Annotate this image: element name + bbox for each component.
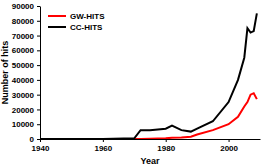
y-tick-label: 10000: [12, 120, 35, 129]
y-tick: 30000: [12, 91, 40, 100]
legend-label: CC-HITS: [70, 23, 103, 32]
series-line: [40, 13, 257, 139]
x-tick: 1980: [157, 139, 175, 153]
legend-swatch: [48, 26, 66, 28]
x-tick-label: 1940: [32, 144, 50, 153]
x-tick: 1960: [94, 139, 112, 153]
x-tick-mark: [229, 139, 230, 142]
y-tick: 80000: [12, 17, 40, 26]
y-tick-mark: [37, 36, 40, 37]
series-line: [40, 93, 257, 139]
y-tick-label: 70000: [12, 32, 35, 41]
y-tick-label: 80000: [12, 17, 35, 26]
y-tick-mark: [37, 50, 40, 51]
y-tick-label: 40000: [12, 76, 35, 85]
y-tick-mark: [37, 124, 40, 125]
x-axis-line: [41, 139, 261, 140]
x-tick-mark: [103, 139, 104, 142]
plot: 0100002000030000400005000060000700008000…: [12, 2, 261, 153]
legend-swatch: [48, 15, 66, 17]
y-tick-label: 30000: [12, 91, 35, 100]
y-tick: 60000: [12, 46, 40, 55]
y-axis-line: [40, 7, 41, 140]
y-tick-label: 50000: [12, 61, 35, 70]
y-tick-mark: [37, 6, 40, 7]
y-tick-mark: [37, 21, 40, 22]
legend-label: GW-HITS: [70, 12, 105, 21]
y-tick-mark: [37, 80, 40, 81]
y-tick: 90000: [12, 2, 40, 11]
x-axis-title: Year: [140, 156, 160, 166]
y-tick-mark: [37, 109, 40, 110]
chart: 0100002000030000400005000060000700008000…: [0, 0, 270, 167]
legend-item: CC-HITS: [48, 23, 103, 32]
y-axis: 0100002000030000400005000060000700008000…: [12, 2, 41, 144]
x-axis: 1940 1960 1980 2000: [32, 139, 261, 153]
x-tick-label: 1980: [157, 144, 175, 153]
y-tick: 20000: [12, 106, 40, 115]
y-tick-label: 90000: [12, 2, 35, 11]
y-tick: 10000: [12, 120, 40, 129]
legend-item: GW-HITS: [48, 12, 105, 21]
x-tick: 1940: [32, 139, 50, 153]
x-tick: 2000: [220, 139, 238, 153]
y-tick-label: 20000: [12, 106, 35, 115]
x-tick-label: 1960: [94, 144, 112, 153]
y-tick-mark: [37, 95, 40, 96]
y-tick: 50000: [12, 61, 40, 70]
x-tick-mark: [40, 139, 41, 142]
lines: [40, 13, 257, 139]
y-tick: 40000: [12, 76, 40, 85]
x-tick-label: 2000: [220, 144, 238, 153]
y-tick-label: 60000: [12, 46, 35, 55]
y-tick: 70000: [12, 32, 40, 41]
y-tick-mark: [37, 65, 40, 66]
x-tick-mark: [166, 139, 167, 142]
y-axis-title: Number of hits: [0, 41, 10, 105]
y-tick-mark: [37, 139, 40, 140]
legend: GW-HITS CC-HITS: [48, 12, 105, 32]
